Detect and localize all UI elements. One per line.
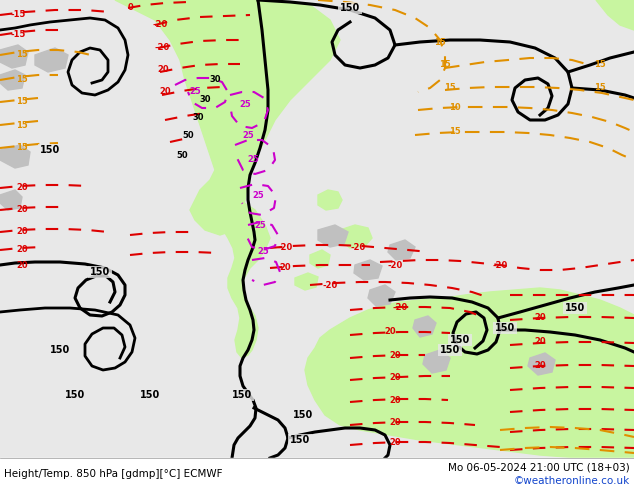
Text: -20: -20 [152, 21, 167, 29]
Text: 25: 25 [247, 155, 259, 165]
Polygon shape [0, 190, 22, 210]
Polygon shape [295, 273, 318, 290]
Bar [0, 458, 634, 490]
Text: 20: 20 [534, 314, 546, 322]
Text: 10: 10 [449, 103, 461, 113]
Text: -20: -20 [351, 244, 366, 252]
Text: 15: 15 [594, 60, 606, 70]
Text: 20: 20 [16, 227, 28, 237]
Text: 20: 20 [384, 327, 396, 337]
Text: 20: 20 [279, 264, 291, 272]
Text: 30: 30 [199, 96, 210, 104]
Text: 20: 20 [389, 395, 401, 405]
Text: 150: 150 [140, 390, 160, 400]
Text: 15: 15 [16, 50, 28, 59]
Text: 150: 150 [40, 145, 60, 155]
Text: 25: 25 [242, 130, 254, 140]
Text: 15: 15 [594, 83, 606, 93]
Text: -15: -15 [10, 10, 26, 20]
Text: 20: 20 [389, 350, 401, 360]
Text: -20: -20 [392, 303, 408, 313]
Polygon shape [368, 285, 395, 306]
Polygon shape [388, 240, 415, 260]
Polygon shape [354, 260, 382, 280]
Text: 15: 15 [16, 121, 28, 129]
Polygon shape [318, 225, 348, 247]
Text: 0: 0 [127, 3, 133, 13]
Text: -15: -15 [10, 30, 26, 40]
Text: 150: 150 [293, 410, 313, 420]
Text: 150: 150 [565, 303, 585, 313]
Text: 150: 150 [50, 345, 70, 355]
Text: 50: 50 [182, 130, 194, 140]
Text: 150: 150 [340, 3, 360, 13]
Bar [0, 458, 634, 490]
Text: 20: 20 [16, 205, 28, 215]
Text: 30: 30 [192, 114, 204, 122]
Text: 15: 15 [439, 60, 451, 70]
Text: -20: -20 [322, 280, 338, 290]
Text: 20: 20 [534, 338, 546, 346]
Polygon shape [35, 48, 68, 72]
Text: 25: 25 [252, 191, 264, 199]
Text: 150: 150 [450, 335, 470, 345]
Text: 150: 150 [290, 435, 310, 445]
Text: 20: 20 [534, 361, 546, 369]
Text: 20: 20 [389, 373, 401, 383]
Text: 15: 15 [449, 127, 461, 137]
Text: -20: -20 [387, 261, 403, 270]
Text: 15: 15 [16, 75, 28, 84]
Text: Height/Temp. 850 hPa [gdmp][°C] ECMWF: Height/Temp. 850 hPa [gdmp][°C] ECMWF [4, 469, 223, 479]
Text: 150: 150 [65, 390, 85, 400]
Text: 150: 150 [232, 390, 252, 400]
Text: 25: 25 [189, 88, 201, 97]
Polygon shape [318, 190, 342, 210]
Text: 15: 15 [16, 98, 28, 106]
Text: 150: 150 [90, 267, 110, 277]
Text: 15: 15 [444, 83, 456, 93]
Text: 20: 20 [159, 88, 171, 97]
Polygon shape [596, 0, 634, 30]
Polygon shape [0, 145, 30, 168]
Text: 25: 25 [257, 247, 269, 256]
Text: 20: 20 [389, 417, 401, 426]
Text: 20: 20 [16, 183, 28, 193]
Text: 150: 150 [495, 323, 515, 333]
Polygon shape [413, 316, 436, 337]
Polygon shape [0, 70, 25, 90]
Polygon shape [310, 250, 330, 268]
Polygon shape [305, 288, 634, 458]
Text: 25: 25 [254, 220, 266, 229]
Text: 25: 25 [239, 100, 251, 109]
Polygon shape [340, 225, 372, 248]
Text: 20: 20 [16, 245, 28, 254]
Text: 20: 20 [16, 261, 28, 270]
Text: 20: 20 [157, 66, 169, 74]
Polygon shape [423, 350, 450, 373]
Text: Mo 06-05-2024 21:00 UTC (18+03): Mo 06-05-2024 21:00 UTC (18+03) [448, 462, 630, 472]
Text: 15: 15 [434, 39, 446, 48]
Text: -20: -20 [154, 44, 170, 52]
Polygon shape [0, 45, 28, 68]
Text: 15: 15 [16, 144, 28, 152]
Text: ©weatheronline.co.uk: ©weatheronline.co.uk [514, 476, 630, 486]
Text: 150: 150 [440, 345, 460, 355]
Polygon shape [528, 353, 555, 375]
Text: 30: 30 [209, 75, 221, 84]
Text: -20: -20 [278, 244, 293, 252]
Text: -20: -20 [493, 261, 508, 270]
Polygon shape [115, 0, 340, 235]
Text: 20: 20 [389, 438, 401, 446]
Polygon shape [218, 200, 270, 358]
Text: 50: 50 [176, 150, 188, 160]
